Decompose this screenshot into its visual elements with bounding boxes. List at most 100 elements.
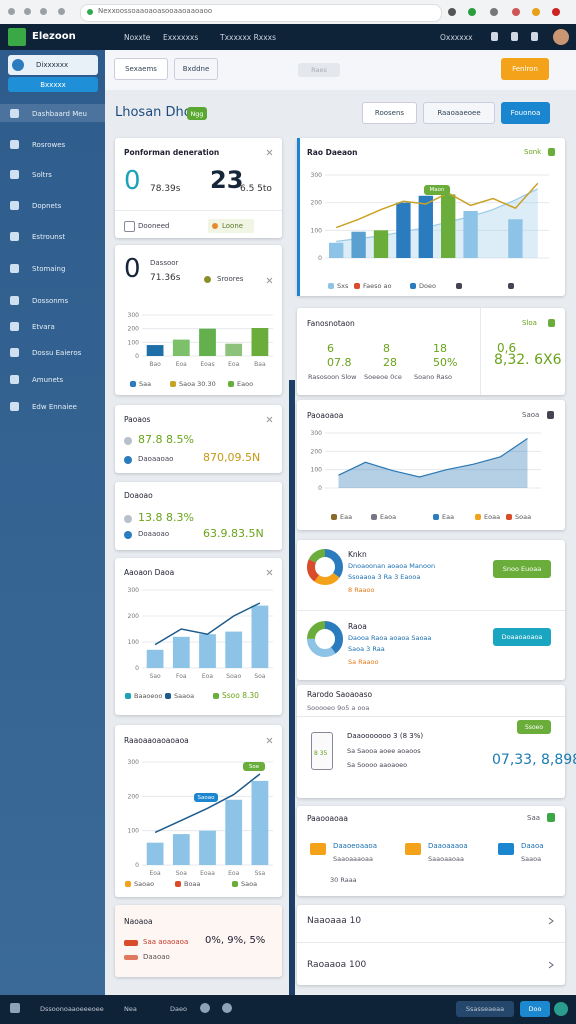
link[interactable]: Raoaaoa 100 [307,960,367,970]
menu-item[interactable]: Soltrs [32,171,52,179]
item-title: Daaooooooo 3 (8 3%) [347,732,424,740]
button[interactable]: Sexaems [114,58,168,80]
menu-item[interactable]: Dossonms [32,297,69,305]
y-tick-label: 300 [311,172,323,179]
bar [508,219,523,258]
url-text[interactable]: Nexxoossoaaoaoasooaaoaaoaoo [98,7,213,15]
link[interactable]: Naaoaaa 10 [307,916,362,926]
close-icon[interactable] [266,277,273,284]
brand[interactable]: Elezoon [32,31,76,42]
footer-item[interactable]: Daeo [170,1005,187,1013]
legend-label: Doeo [419,282,436,290]
card-title: Paoaoaoa [307,411,344,420]
button[interactable]: Doo [520,1001,550,1017]
card-flag: Sonk [524,148,542,156]
menu-item[interactable]: Dashbaard Meu [32,110,87,118]
legend-label: Eaoo [237,380,254,388]
close-icon[interactable] [266,149,273,156]
button-label: Doaaoaoaoa [501,633,543,641]
annotation[interactable]: Maon [424,185,450,195]
icon [10,201,19,210]
stat-value: 0 [124,166,141,196]
divider [480,308,481,395]
bar [251,327,269,356]
button[interactable]: Bxddne [174,58,218,80]
x-tick-label: Ssa [255,870,266,877]
button[interactable]: Roosens [362,102,417,124]
button-label: Bxddne [182,65,210,73]
annotation[interactable]: Soe [243,762,265,771]
menu-item[interactable]: Edw Ennaiee [32,403,77,411]
close-icon[interactable] [266,569,273,576]
donut-segment [307,549,343,585]
x-tick-label: Eoa [176,361,187,368]
annotation[interactable]: Saoao [194,793,218,802]
badge[interactable]: Ssoeo [517,720,551,734]
x-tick-label: Eoa [228,361,239,368]
column-value: 28 [383,356,397,369]
menu-item[interactable]: Stomaing [32,265,66,273]
footer-item[interactable]: Nea [124,1005,137,1013]
dot [552,8,560,16]
icon [410,283,416,289]
y-tick-label: 300 [128,759,140,766]
button[interactable]: Ssasseaeaa [456,1001,514,1017]
dot [124,456,132,464]
button[interactable]: Raaoaaeoee [423,102,495,124]
nav-link[interactable]: Noxxte [124,33,151,42]
legend-label: Eoaa [484,513,501,521]
icon [547,411,554,419]
stat-secondary: 63.9.83.5N [203,527,264,540]
button[interactable]: Fouonoa [501,102,550,124]
bar [146,345,164,356]
profile-button[interactable]: Bxxxxx [8,77,98,92]
close-icon[interactable] [266,416,273,423]
account[interactable]: Oxxxxxx [440,33,473,42]
bar [146,842,164,865]
nav-link[interactable]: Exxxxxxs [163,33,199,42]
menu-item[interactable]: Dossu Eaieros [32,349,82,357]
card-title: Naoaoa [124,917,153,926]
menu-item[interactable]: Dopnets [32,202,62,210]
stat-label: Doaaoao [138,530,170,538]
nav-link[interactable]: Txxxxxx Rxxxs [220,33,277,42]
menu-item[interactable]: Etvara [32,323,55,331]
bar [441,194,456,258]
y-tick-label: 200 [128,793,140,800]
icon [10,402,19,411]
y-tick-label: 300 [128,587,140,594]
card-title: Ponforman deneration [124,148,220,157]
icon [511,32,518,41]
dot [124,437,132,445]
button[interactable]: Fenlron [501,58,549,80]
menu-item[interactable]: Rosrowes [32,141,66,149]
icon [354,283,360,289]
menu-item[interactable]: Amunets [32,376,64,384]
bar [199,328,216,356]
y-tick-label: 300 [311,430,323,437]
button[interactable]: Doaaoaoaoa [493,628,551,646]
search[interactable]: Raes [298,63,340,77]
card-flag: Sloa [522,319,537,327]
icon [10,375,19,384]
checkbox [124,221,135,232]
x-tick-label: Soao [226,673,241,680]
card-title: Paaooaoaa [307,814,348,823]
dot [58,8,65,15]
icon [548,319,555,327]
column-value: 07.8 [327,356,352,369]
menu-highlight [0,104,105,122]
item-title: Daaoeoaaoa [333,842,377,850]
top-nav [0,24,576,50]
icon [10,140,19,149]
column-label: Soano Raso [414,373,452,381]
dot [124,531,132,539]
icon [371,514,377,520]
card-projects [297,806,565,896]
revenue-accent [297,138,300,296]
button[interactable]: Snoo Euoaa [493,560,551,578]
menu-item[interactable]: Estrounst [32,233,66,241]
badge[interactable]: Ngg [187,107,207,120]
stat-label: 78.39s [150,184,181,194]
close-icon[interactable] [266,737,273,744]
